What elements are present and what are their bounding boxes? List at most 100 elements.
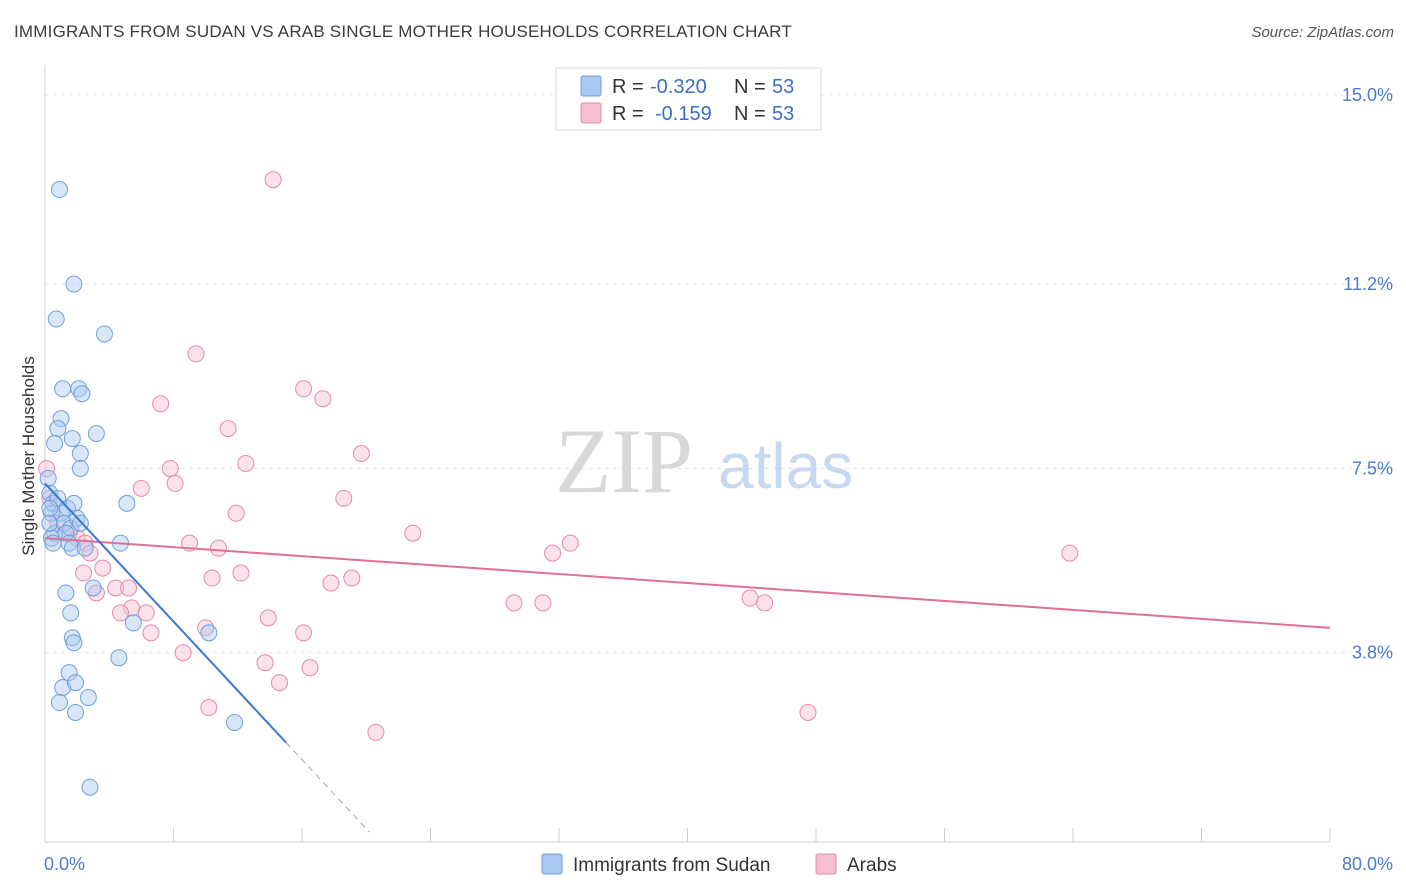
arabs-point-26 — [232, 564, 250, 582]
arabs-point-32 — [107, 579, 125, 597]
arabs-point-35 — [505, 594, 523, 612]
arabs-point-42 — [259, 609, 277, 627]
arabs-point-9 — [295, 380, 313, 398]
arabs-point-21 — [561, 534, 579, 552]
y-tick-label-2: 11.2% — [1343, 274, 1393, 294]
sudan-point-21 — [47, 310, 65, 328]
sudan-point-46 — [67, 674, 85, 692]
arabs-point-33 — [120, 579, 138, 597]
x-tick-label-0: 0.0% — [44, 854, 85, 874]
sudan-point-11 — [62, 519, 80, 537]
sudan-point-23 — [54, 380, 72, 398]
bottom-legend-arabs: Arabs — [847, 855, 897, 876]
arabs-point-52 — [367, 723, 385, 741]
arabs-point-34 — [87, 584, 105, 602]
arabs-point-22 — [544, 544, 562, 562]
arabs-point-13 — [352, 445, 370, 463]
sudan-point-50 — [226, 713, 244, 731]
sudan-point-17 — [71, 514, 89, 532]
sudan-point-51 — [81, 778, 99, 796]
arabs-point-50 — [200, 699, 218, 717]
arabs-point-25 — [1061, 544, 1079, 562]
arabs-point-38 — [756, 594, 774, 612]
bottom-legend: Immigrants from Sudan Arabs — [541, 853, 897, 876]
arabs-point-16 — [166, 474, 184, 492]
y-axis-title: Single Mother Households — [19, 356, 38, 555]
arabs-point-40 — [137, 604, 155, 622]
sudan-point-52 — [41, 499, 59, 517]
arabs-point-44 — [295, 624, 313, 642]
legend-n-label-2: N = — [734, 103, 766, 125]
arabs-point-47 — [256, 654, 274, 672]
bottom-legend-swatch-sudan — [541, 853, 563, 875]
arabs-point-11 — [152, 395, 170, 413]
legend-n-label-1: N = — [734, 76, 766, 98]
y-tick-label-0: 3.8% — [1352, 643, 1393, 663]
sudan-point-30 — [46, 435, 64, 453]
y-tick-labels: 3.8% 7.5% 11.2% 15.0% — [1342, 85, 1393, 663]
arabs-point-15 — [161, 459, 179, 477]
arabs-point-7 — [264, 171, 282, 189]
chart-title: IMMIGRANTS FROM SUDAN VS ARAB SINGLE MOT… — [14, 22, 792, 41]
sudan-point-22 — [95, 325, 113, 343]
sudan-point-29 — [63, 430, 81, 448]
arabs-point-29 — [322, 574, 340, 592]
legend-n-value-1: 53 — [772, 76, 794, 98]
sudan-trend-extension — [285, 742, 370, 833]
y-tick-label-3: 15.0% — [1342, 85, 1393, 105]
sudan-point-28 — [87, 425, 105, 443]
sudan-point-49 — [67, 704, 85, 722]
arabs-point-20 — [404, 524, 422, 542]
sudan-point-38 — [62, 604, 80, 622]
watermark-atlas: atlas — [718, 430, 853, 502]
sudan-point-24 — [70, 380, 88, 398]
legend-box: R = -0.320 N = 53 R = -0.159 N = 53 — [555, 67, 822, 131]
watermark: ZIP atlas — [555, 410, 853, 512]
arabs-point-24 — [209, 539, 227, 557]
arabs-point-19 — [227, 504, 245, 522]
arabs-point-10 — [314, 390, 332, 408]
grid-lines — [45, 94, 1393, 654]
arabs-point-43 — [197, 619, 215, 637]
sudan-point-42 — [65, 634, 83, 652]
sudan-point-20 — [65, 275, 83, 293]
sudan-trend-line — [44, 482, 287, 744]
y-tick-label-1: 7.5% — [1352, 458, 1393, 478]
sudan-point-37 — [57, 584, 75, 602]
legend-r-value-2: -0.159 — [655, 103, 712, 125]
arabs-point-27 — [203, 569, 221, 587]
watermark-zip: ZIP — [555, 410, 693, 512]
sudan-point-44 — [60, 664, 78, 682]
arabs-trend-line — [44, 537, 1331, 629]
sudan-point-47 — [50, 694, 68, 712]
arabs-point-17 — [132, 479, 150, 497]
sudan-point-6 — [41, 514, 59, 532]
sudan-point-39 — [124, 614, 142, 632]
x-tick-label-1: 80.0% — [1342, 854, 1393, 874]
axes — [44, 65, 1331, 843]
arabs-point-45 — [142, 624, 160, 642]
trend-lines — [44, 482, 1331, 833]
arabs-point-18 — [335, 489, 353, 507]
sudan-point-18 — [76, 539, 94, 557]
sudan-point-48 — [79, 689, 97, 707]
sudan-point-36 — [84, 579, 102, 597]
legend-r-label-2: R = — [612, 103, 644, 125]
x-tick-labels: 0.0% 80.0% — [44, 854, 1393, 874]
sudan-point-27 — [49, 420, 67, 438]
arabs-point-6 — [81, 544, 99, 562]
arabs-point-14 — [237, 454, 255, 472]
legend-r-label-1: R = — [612, 76, 644, 98]
legend-swatch-sudan — [580, 75, 602, 97]
sudan-point-43 — [110, 649, 128, 667]
sudan-point-31 — [71, 445, 89, 463]
sudan-point-19 — [50, 181, 68, 199]
arabs-point-51 — [799, 704, 817, 722]
arabs-point-49 — [271, 674, 289, 692]
sudan-point-13 — [57, 524, 75, 542]
bottom-legend-sudan: Immigrants from Sudan — [573, 855, 770, 876]
sudan-point-32 — [71, 459, 89, 477]
sudan-point-0 — [39, 469, 57, 487]
arabs-points — [38, 171, 1079, 741]
